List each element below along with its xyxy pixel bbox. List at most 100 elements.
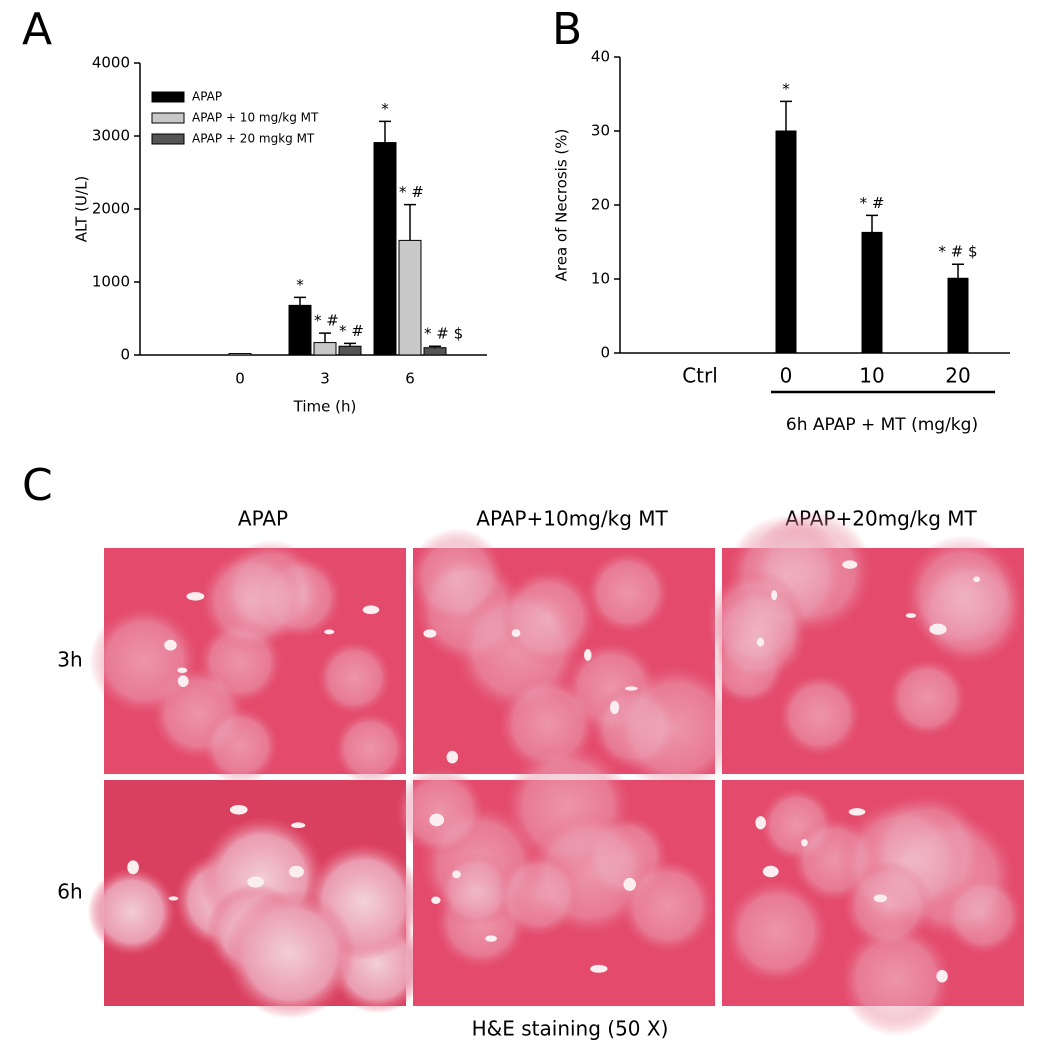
bar bbox=[373, 142, 397, 356]
vessel bbox=[624, 686, 638, 691]
histology-image bbox=[87, 780, 427, 1019]
bar bbox=[775, 130, 797, 354]
legend-label: APAP bbox=[192, 90, 222, 104]
significance-label: * # bbox=[860, 194, 885, 212]
lobule bbox=[903, 535, 1023, 656]
histology-image bbox=[722, 780, 1024, 1037]
vessel bbox=[164, 639, 177, 651]
panel-label: B bbox=[552, 4, 582, 55]
y-axis-label: ALT (U/L) bbox=[73, 176, 91, 243]
lobule bbox=[316, 640, 392, 715]
x-tick-label: 20 bbox=[945, 364, 970, 388]
y-tick-label: 3000 bbox=[92, 127, 130, 145]
lobule bbox=[709, 584, 809, 684]
lobule bbox=[585, 550, 670, 635]
significance-label: * # bbox=[399, 183, 424, 201]
lobule bbox=[225, 889, 356, 1019]
vessel bbox=[756, 637, 765, 647]
lobule bbox=[887, 658, 967, 738]
vessel bbox=[848, 808, 866, 816]
vessel bbox=[936, 969, 948, 983]
error-bar bbox=[404, 203, 416, 241]
vessel bbox=[127, 860, 139, 875]
bar bbox=[861, 231, 883, 354]
histology-image bbox=[89, 539, 407, 785]
significance-label: * bbox=[296, 276, 304, 294]
vessel bbox=[431, 896, 441, 904]
vessel bbox=[801, 839, 808, 847]
lobule bbox=[201, 707, 280, 785]
error-bar bbox=[952, 263, 964, 279]
lobule bbox=[495, 852, 581, 938]
legend-swatch bbox=[151, 133, 185, 145]
vessel bbox=[511, 629, 521, 638]
vessel bbox=[291, 822, 306, 829]
lobule bbox=[499, 568, 597, 666]
y-tick-label: 2000 bbox=[92, 200, 130, 218]
bar bbox=[338, 345, 362, 356]
error-bar bbox=[344, 342, 356, 347]
vessel bbox=[186, 592, 205, 601]
significance-label: * # $ bbox=[938, 243, 977, 261]
vessel bbox=[446, 750, 459, 764]
bar bbox=[288, 304, 312, 356]
error-bar bbox=[319, 332, 331, 343]
significance-label: * # $ bbox=[424, 325, 463, 343]
bar bbox=[313, 342, 337, 356]
error-bar bbox=[379, 120, 391, 143]
vessel bbox=[362, 605, 380, 615]
x-tick-label: 0 bbox=[780, 364, 793, 388]
bar bbox=[947, 277, 969, 354]
significance-label: * # bbox=[339, 322, 364, 340]
significance-label: * # bbox=[314, 312, 339, 330]
y-tick-label: 30 bbox=[591, 122, 610, 140]
vessel bbox=[288, 865, 304, 878]
vessel bbox=[973, 576, 981, 583]
row-label: 3h bbox=[57, 648, 82, 672]
panel-label: C bbox=[22, 460, 53, 511]
group-label: 6h APAP + MT (mg/kg) bbox=[786, 415, 978, 435]
y-tick-label: 0 bbox=[600, 344, 610, 362]
vessel bbox=[452, 870, 461, 879]
panel-label: A bbox=[22, 4, 52, 55]
y-axis-label: Area of Necrosis (%) bbox=[553, 129, 571, 282]
caption: H&E staining (50 X) bbox=[472, 1017, 669, 1041]
lobule bbox=[842, 860, 933, 951]
vessel bbox=[609, 700, 620, 715]
vessel bbox=[229, 805, 248, 815]
lobule bbox=[333, 711, 407, 785]
y-tick-label: 4000 bbox=[92, 54, 130, 72]
vessel bbox=[423, 629, 437, 638]
histology-image bbox=[408, 528, 740, 793]
vessel bbox=[623, 877, 637, 891]
lobule bbox=[839, 922, 953, 1037]
bar bbox=[423, 347, 447, 356]
column-label: APAP bbox=[238, 507, 288, 531]
vessel bbox=[168, 896, 179, 901]
legend-swatch bbox=[151, 112, 185, 124]
x-tick-label: 0 bbox=[235, 370, 245, 388]
x-tick-label: 10 bbox=[859, 364, 884, 388]
vessel bbox=[485, 935, 497, 942]
x-axis-label: Time (h) bbox=[293, 398, 357, 416]
vessel bbox=[762, 865, 779, 878]
vessel bbox=[177, 675, 189, 687]
vessel bbox=[929, 623, 947, 635]
legend-label: APAP + 20 mgkg MT bbox=[192, 132, 315, 146]
significance-label: * bbox=[782, 80, 790, 98]
error-bar bbox=[866, 214, 878, 233]
x-tick-label: 3 bbox=[320, 370, 330, 388]
legend-swatch bbox=[151, 91, 185, 103]
legend-label: APAP + 10 mg/kg MT bbox=[192, 111, 319, 125]
x-tick-label: Ctrl bbox=[682, 364, 718, 388]
vessel bbox=[905, 613, 917, 618]
histology-image bbox=[705, 510, 1025, 774]
vessel bbox=[590, 964, 608, 973]
bar bbox=[228, 353, 252, 356]
y-tick-label: 10 bbox=[591, 270, 610, 288]
significance-label: * bbox=[381, 100, 389, 118]
lobule bbox=[611, 663, 740, 793]
x-tick-label: 6 bbox=[405, 370, 415, 388]
